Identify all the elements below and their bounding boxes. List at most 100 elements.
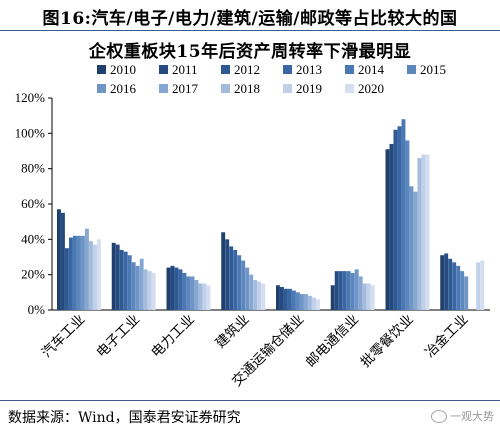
bar — [358, 276, 363, 310]
legend-label: 2010 — [110, 62, 136, 77]
title-rule — [0, 30, 500, 31]
bar — [460, 271, 465, 310]
bar — [261, 283, 266, 310]
bar — [182, 272, 187, 310]
bar — [397, 126, 402, 311]
bar — [476, 262, 481, 310]
bar — [362, 283, 367, 310]
bar — [147, 271, 152, 310]
bar — [346, 271, 351, 310]
bar — [170, 265, 175, 310]
legend-label: 2014 — [358, 62, 385, 77]
bar — [166, 267, 171, 310]
bar — [85, 228, 89, 310]
category-label: 邮电通信业 — [303, 312, 362, 371]
bar — [253, 279, 258, 310]
bar — [417, 158, 422, 310]
bar — [296, 292, 300, 310]
bar — [225, 239, 230, 310]
bar — [198, 283, 203, 310]
bar — [111, 242, 116, 310]
legend-swatch — [97, 65, 106, 74]
y-tick-label: 60% — [21, 196, 45, 211]
y-tick-label: 100% — [15, 125, 46, 140]
bar — [186, 276, 191, 310]
bar — [249, 274, 254, 310]
legend-swatch — [97, 84, 106, 93]
bar — [127, 255, 132, 310]
source-rule — [0, 400, 500, 401]
wechat-icon — [431, 409, 447, 423]
bar — [143, 269, 148, 310]
bar — [229, 246, 234, 310]
bar — [316, 299, 320, 310]
bar — [241, 260, 246, 310]
watermark: 一观大势 — [431, 408, 494, 424]
bar — [288, 288, 292, 310]
bar — [385, 149, 390, 310]
figure-title-line-1: 图16:汽车/电子/电力/建筑/运输/邮政等占比较大的国 — [42, 9, 458, 29]
legend-label: 2019 — [296, 81, 322, 96]
bar — [89, 241, 93, 310]
category-label: 电子工业 — [93, 312, 142, 361]
legend-label: 2015 — [420, 62, 446, 77]
bar — [440, 255, 445, 310]
category-label: 建筑业 — [213, 312, 253, 352]
legend-label: 2018 — [234, 81, 260, 96]
legend-label: 2017 — [172, 81, 199, 96]
bar — [304, 294, 308, 310]
y-tick-label: 20% — [21, 267, 45, 282]
bar — [233, 249, 238, 310]
category-label: 汽车工业 — [38, 311, 88, 361]
bar — [119, 249, 124, 310]
bar — [389, 143, 394, 310]
bar — [342, 271, 347, 310]
bar — [194, 279, 199, 310]
legend-swatch — [159, 84, 168, 93]
bar — [178, 269, 183, 310]
bar — [221, 232, 226, 310]
bar — [206, 285, 211, 310]
category-label: 冶金工业 — [422, 312, 471, 361]
bar — [425, 154, 430, 310]
bar — [452, 262, 457, 310]
bar — [280, 287, 284, 310]
legend-swatch — [345, 84, 354, 93]
bar — [366, 283, 371, 310]
y-tick-label: 120% — [15, 90, 46, 105]
bar — [73, 235, 77, 310]
bar — [245, 267, 250, 310]
bar — [393, 129, 398, 310]
bar — [338, 271, 343, 310]
legend-swatch — [221, 65, 230, 74]
bar — [308, 295, 312, 310]
bar — [292, 290, 296, 310]
y-tick-label: 40% — [21, 231, 45, 246]
bar — [237, 255, 242, 310]
legend-swatch — [283, 65, 292, 74]
bar — [57, 209, 61, 310]
bar — [456, 265, 461, 310]
bar — [464, 276, 469, 310]
watermark-text: 一观大势 — [450, 410, 494, 423]
category-label: 批零餐饮业 — [358, 312, 417, 371]
bar — [93, 244, 97, 310]
bar — [276, 285, 280, 310]
bar — [413, 191, 418, 310]
legend-swatch — [407, 65, 416, 74]
bar — [405, 140, 410, 310]
bar — [330, 285, 335, 310]
bar — [350, 272, 355, 310]
y-tick-label: 80% — [21, 161, 45, 176]
bar — [131, 262, 136, 310]
bar — [61, 212, 65, 310]
source-note: 数据来源：Wind，国泰君安证券研究 — [8, 410, 241, 426]
category-label: 电力工业 — [148, 312, 197, 361]
y-tick-label: 0% — [28, 302, 46, 317]
bar — [81, 235, 85, 310]
bar — [135, 265, 140, 310]
legend-label: 2012 — [234, 62, 260, 77]
bar — [312, 297, 316, 310]
bar — [421, 154, 426, 310]
bar — [123, 251, 128, 310]
